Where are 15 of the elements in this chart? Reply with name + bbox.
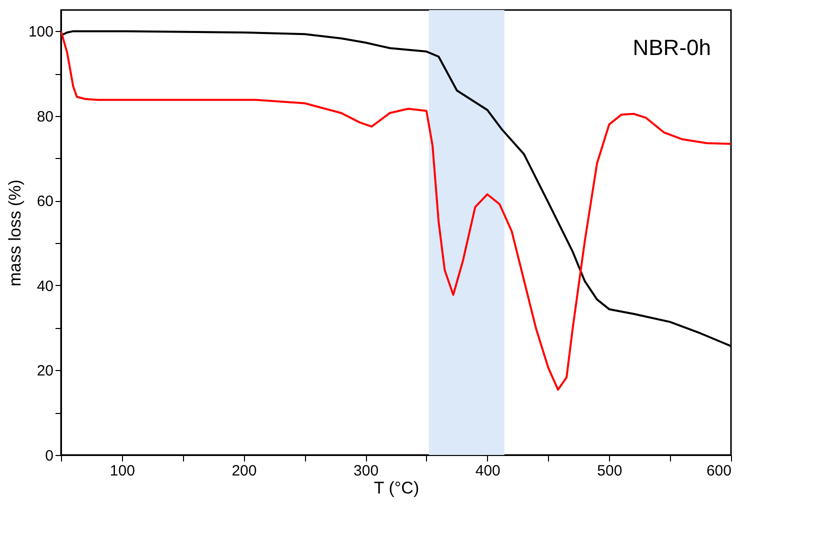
x-tick-label: 500 bbox=[597, 462, 622, 480]
y-tick-label: 80 bbox=[36, 108, 54, 126]
annotation: NBR-0h bbox=[632, 35, 711, 60]
x-tick-label: 300 bbox=[354, 462, 379, 480]
x-tick-label: 200 bbox=[232, 462, 257, 480]
x-tick-label: 400 bbox=[475, 462, 500, 480]
x-tick-label: 100 bbox=[110, 462, 135, 480]
y-tick-label: 60 bbox=[36, 193, 54, 210]
y-tick-label: 0 bbox=[45, 448, 54, 464]
y-tick-label: 100 bbox=[28, 24, 54, 41]
y-tick-label: 40 bbox=[36, 278, 54, 295]
x-axis-title: T (°C) bbox=[374, 478, 420, 498]
y-axis-title: mass loss (%) bbox=[5, 180, 24, 286]
x-tick-label: 600 bbox=[706, 462, 732, 480]
y-tick-label: 20 bbox=[36, 362, 54, 380]
